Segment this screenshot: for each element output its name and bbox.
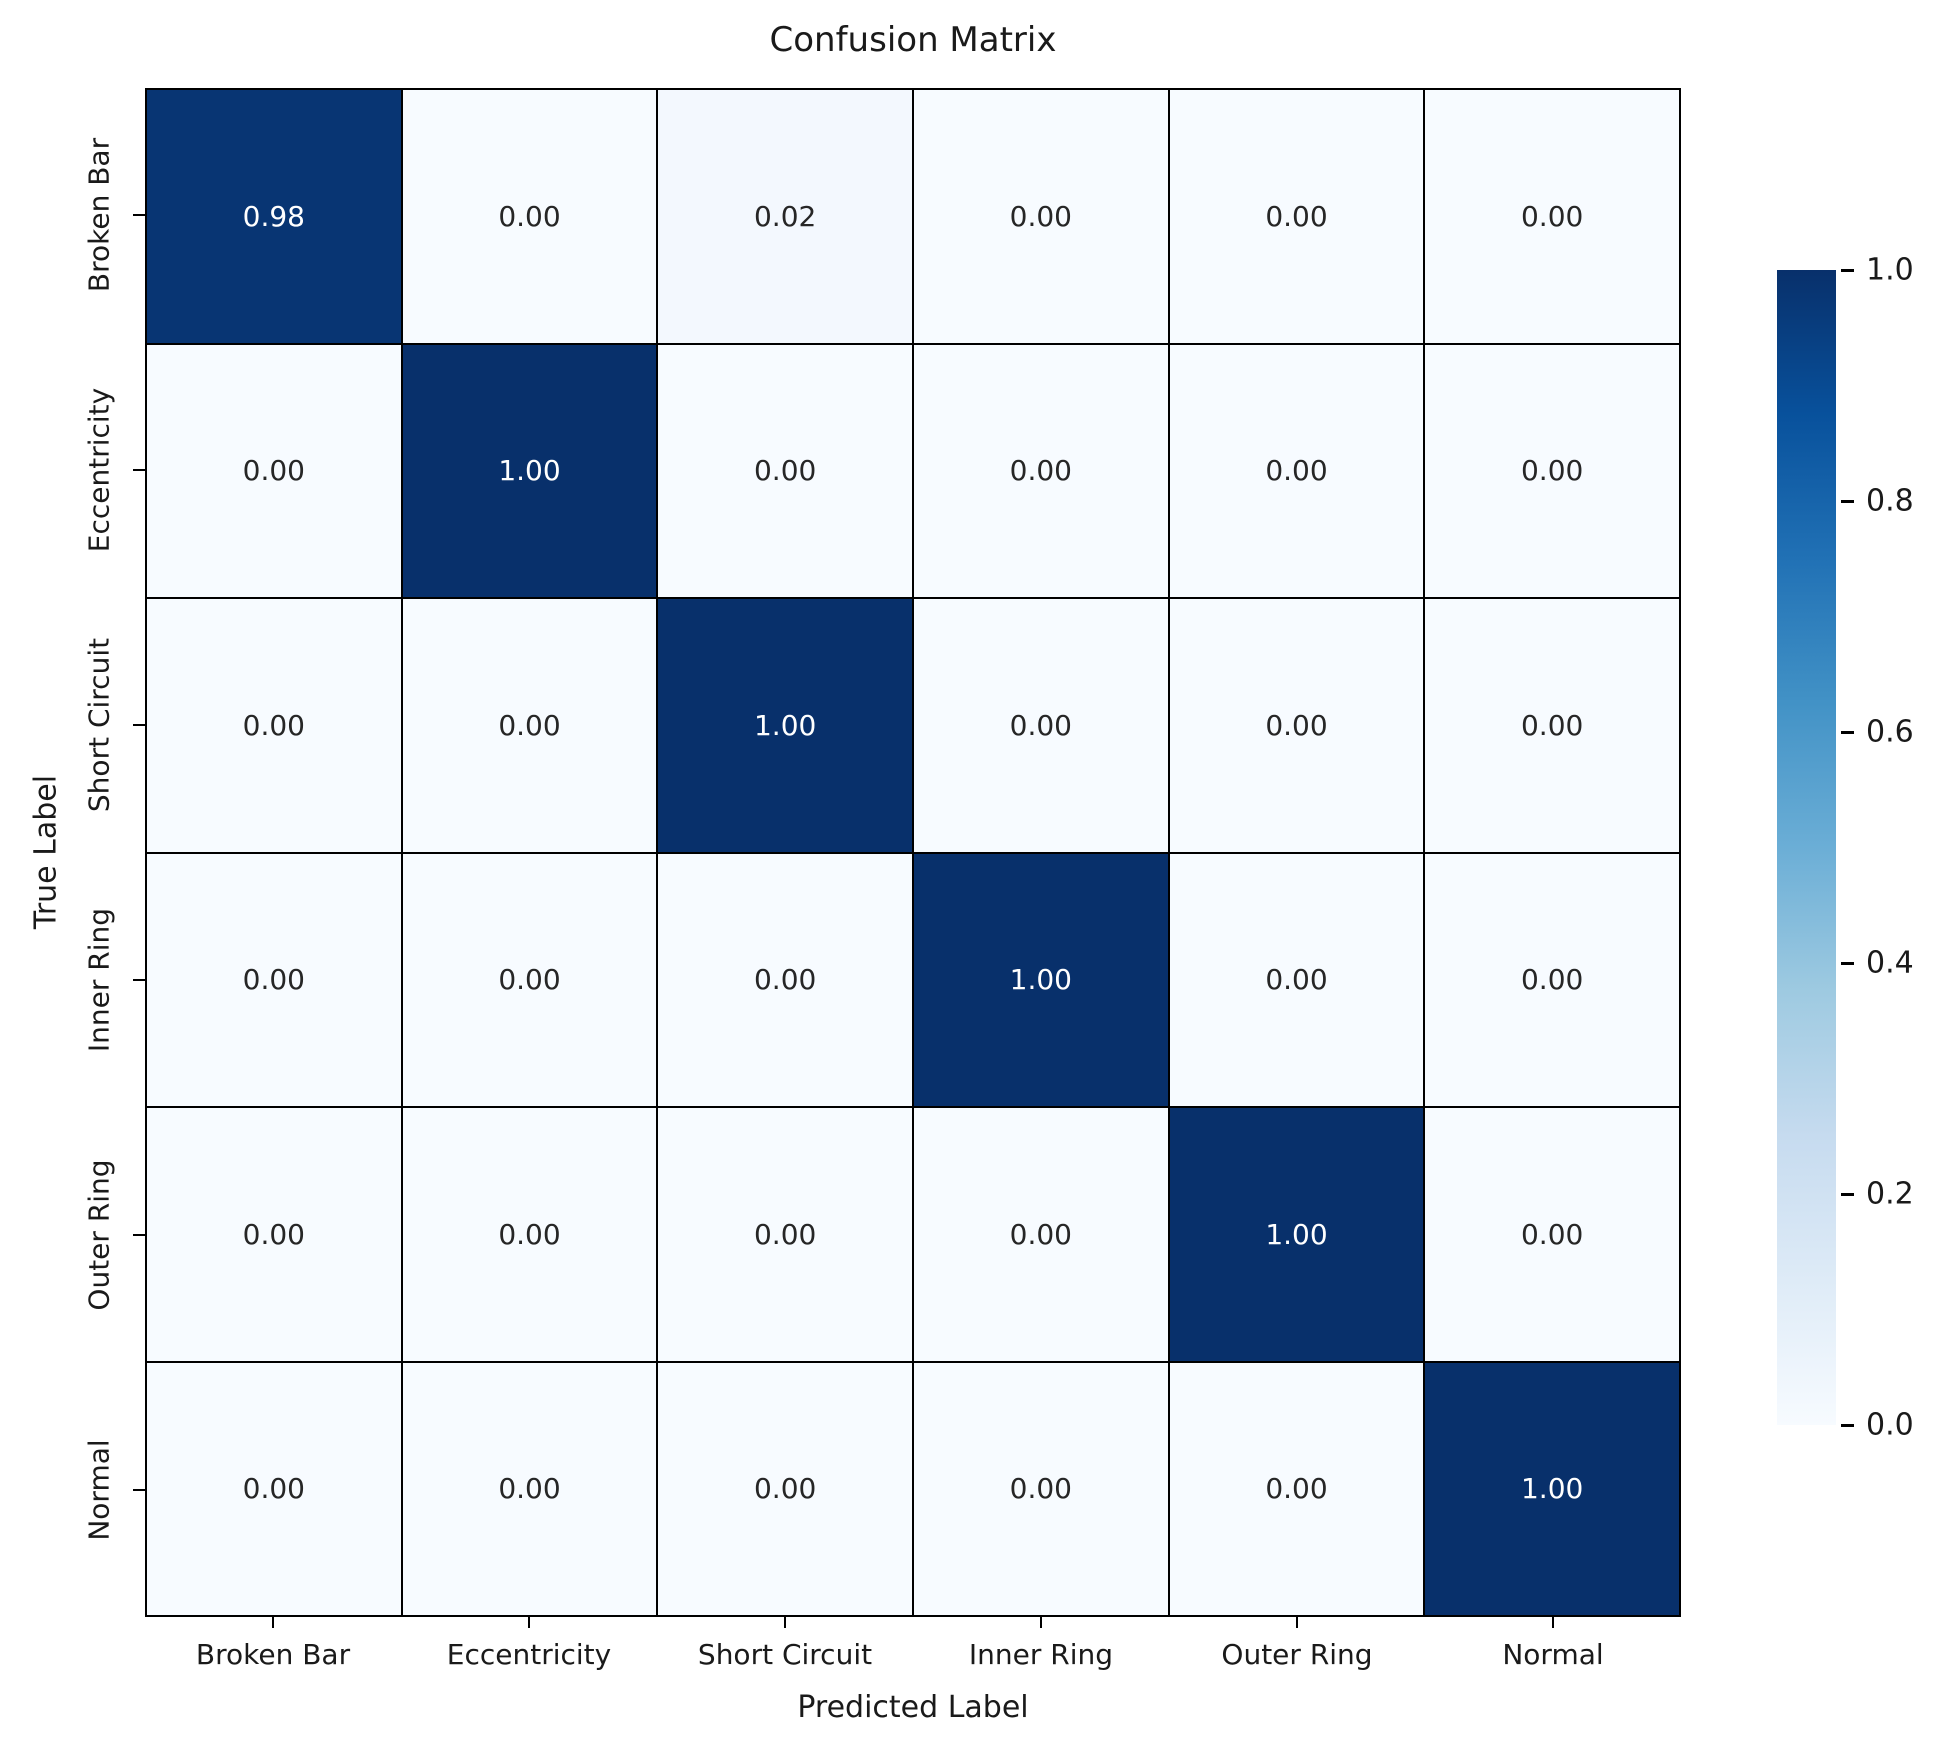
x-tick-mark: [528, 1617, 530, 1628]
y-tick-mark: [133, 724, 145, 727]
matrix-cell: 0.98: [147, 90, 401, 343]
matrix-cell: 0.00: [914, 1108, 1168, 1361]
y-tick-label: Normal: [82, 1438, 116, 1541]
colorbar-tick-label: 0.2: [1866, 1176, 1914, 1212]
colorbar-tick-mark: [1841, 499, 1854, 503]
matrix-cell: 0.00: [402, 1108, 657, 1361]
x-axis-label: Predicted Label: [797, 1690, 1029, 1725]
matrix-cell: 0.00: [402, 599, 657, 852]
matrix-cell: 0.00: [914, 344, 1168, 597]
colorbar-tick-mark: [1841, 1192, 1854, 1196]
x-tick-label: Broken Bar: [195, 1638, 351, 1671]
y-tick-mark: [133, 214, 145, 217]
heatmap-grid: 0.98 0.00 0.02 0.00 0.00 0.00 0.00 1.00 0.00 0.00…: [145, 88, 1681, 1617]
colorbar-tick-label: 0.0: [1866, 1407, 1914, 1443]
matrix-cell: 0.00: [402, 90, 657, 343]
x-tick-label: Eccentricity: [446, 1638, 612, 1671]
x-tick-mark: [784, 1617, 786, 1628]
matrix-cell: 0.00: [402, 1362, 657, 1615]
matrix-cell: 0.00: [914, 599, 1168, 852]
y-tick-label: Inner Ring: [82, 907, 116, 1052]
chart-title: Confusion Matrix: [769, 20, 1057, 60]
matrix-cell: 1.00: [914, 853, 1168, 1106]
x-tick-label: Outer Ring: [1221, 1638, 1373, 1671]
matrix-cell: 0.00: [658, 1108, 912, 1361]
matrix-cell: 0.00: [658, 1362, 912, 1615]
matrix-cell: 0.00: [1169, 90, 1424, 343]
matrix-cell: 0.00: [147, 344, 401, 597]
y-tick-mark: [133, 1488, 145, 1491]
colorbar-tick-label: 0.4: [1866, 945, 1914, 981]
y-tick-label: Eccentricity: [82, 388, 116, 553]
x-tick-mark: [272, 1617, 274, 1628]
matrix-cell: 0.00: [1425, 853, 1679, 1106]
x-tick-mark: [1296, 1617, 1298, 1628]
matrix-cell: 0.00: [658, 853, 912, 1106]
matrix-cell: 0.00: [1169, 1362, 1424, 1615]
matrix-cell: 0.02: [658, 90, 912, 343]
matrix-cell: 1.00: [658, 599, 912, 852]
matrix-cell: 0.00: [147, 599, 401, 852]
colorbar-tick-mark: [1841, 1423, 1854, 1427]
colorbar-tick-mark: [1841, 268, 1854, 272]
matrix-cell: 0.00: [147, 853, 401, 1106]
x-tick-label: Inner Ring: [968, 1638, 1114, 1671]
matrix-cell: 0.00: [914, 90, 1168, 343]
colorbar-tick-label: 0.8: [1866, 483, 1914, 519]
colorbar-tick-label: 0.6: [1866, 714, 1914, 750]
matrix-cell: 0.00: [1425, 90, 1679, 343]
matrix-cell: 1.00: [402, 344, 657, 597]
matrix-cell: 0.00: [402, 853, 657, 1106]
y-axis-label: True Label: [28, 774, 64, 930]
colorbar: [1777, 270, 1836, 1425]
x-tick-label: Normal: [1502, 1638, 1604, 1671]
matrix-cell: 0.00: [1425, 344, 1679, 597]
y-tick-label: Broken Bar: [82, 138, 116, 293]
y-tick-mark: [133, 978, 145, 981]
matrix-cell: 0.00: [1169, 599, 1424, 852]
matrix-cell: 1.00: [1425, 1362, 1679, 1615]
y-tick-mark: [133, 469, 145, 472]
matrix-cell: 0.00: [1169, 853, 1424, 1106]
y-tick-mark: [133, 1233, 145, 1236]
matrix-cell: 1.00: [1169, 1108, 1424, 1361]
matrix-cell: 0.00: [147, 1108, 401, 1361]
matrix-cell: 0.00: [914, 1362, 1168, 1615]
y-tick-label: Short Circuit: [82, 637, 116, 813]
x-tick-mark: [1552, 1617, 1554, 1628]
colorbar-tick-label: 1.0: [1866, 252, 1914, 288]
matrix-cell: 0.00: [1425, 1108, 1679, 1361]
colorbar-tick-mark: [1841, 730, 1854, 734]
matrix-cell: 0.00: [147, 1362, 401, 1615]
matrix-cell: 0.00: [1425, 599, 1679, 852]
colorbar-tick-mark: [1841, 961, 1854, 965]
matrix-cell: 0.00: [658, 344, 912, 597]
x-tick-label: Short Circuit: [697, 1638, 873, 1671]
x-tick-mark: [1040, 1617, 1042, 1628]
matrix-cell: 0.00: [1169, 344, 1424, 597]
y-tick-label: Outer Ring: [82, 1159, 116, 1311]
